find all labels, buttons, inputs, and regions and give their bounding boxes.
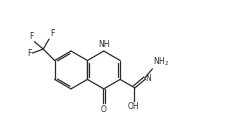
Text: NH: NH (98, 40, 109, 49)
Text: NH$_2$: NH$_2$ (152, 55, 169, 68)
Text: N: N (145, 74, 151, 83)
Text: F: F (29, 32, 33, 41)
Text: F: F (27, 49, 31, 58)
Text: OH: OH (127, 102, 139, 111)
Text: O: O (100, 105, 106, 114)
Text: F: F (50, 29, 54, 38)
